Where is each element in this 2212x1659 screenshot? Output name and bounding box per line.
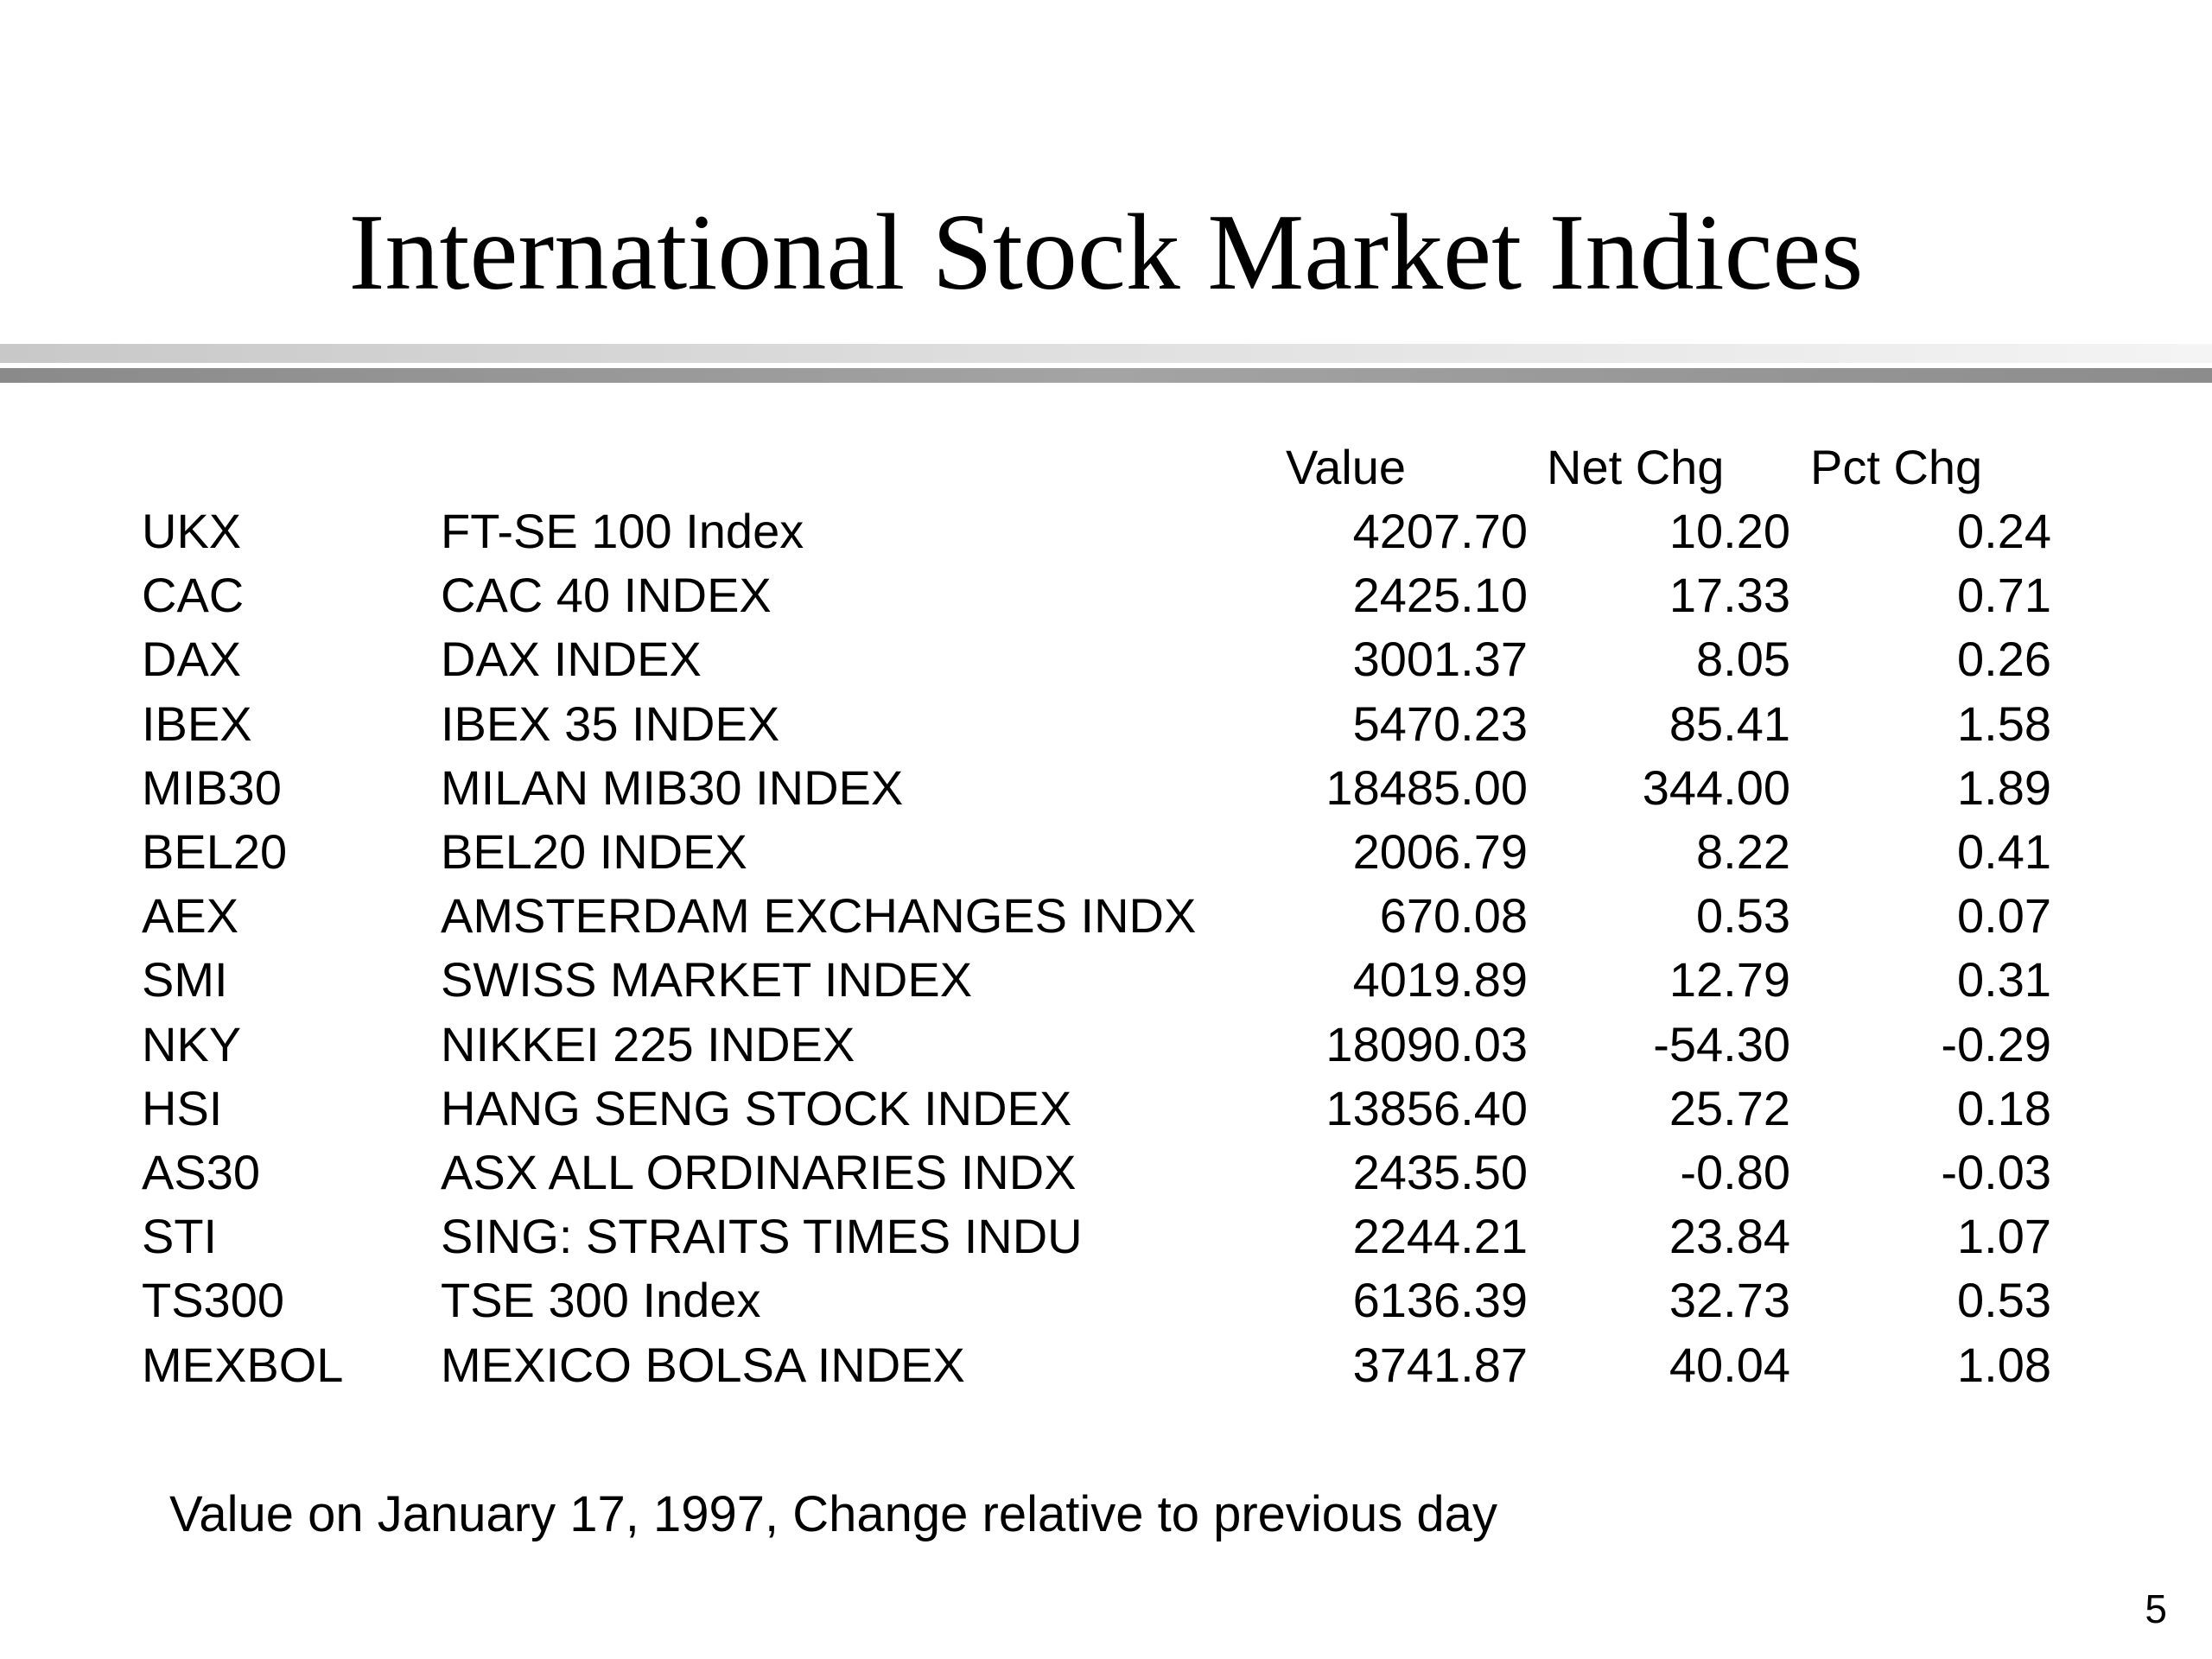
index-code: MEXBOL [142,1338,344,1392]
index-name: IBEX 35 INDEX [441,696,780,751]
index-value: 4207.70 [1352,504,1528,558]
page-number: 5 [2145,1586,2167,1631]
index-net-chg: -0.80 [1680,1145,1790,1199]
index-name: HANG SENG STOCK INDEX [441,1081,1072,1135]
index-net-chg: 10.20 [1669,504,1790,558]
index-name: TSE 300 Index [441,1273,761,1327]
header-net-chg: Net Chg [1547,440,1725,494]
index-code: AS30 [142,1145,260,1199]
index-pct-chg: 1.07 [1957,1209,2051,1263]
index-name: CAC 40 INDEX [441,568,772,622]
index-value: 2244.21 [1352,1209,1528,1263]
index-pct-chg: 0.41 [1957,824,2051,879]
index-name: SING: STRAITS TIMES INDU [441,1209,1083,1263]
header-pct-chg: Pct Chg [1810,440,1983,494]
index-name: ASX ALL ORDINARIES INDX [441,1145,1077,1199]
index-net-chg: 8.22 [1696,824,1790,879]
index-net-chg: 23.84 [1669,1209,1790,1263]
index-net-chg: -54.30 [1653,1017,1790,1071]
slide-title: International Stock Market Indices [348,193,1864,313]
index-net-chg: 344.00 [1642,760,1790,815]
index-net-chg: 25.72 [1669,1081,1790,1135]
index-pct-chg: 1.89 [1957,760,2051,815]
index-net-chg: 12.79 [1669,952,1790,1007]
index-net-chg: 0.53 [1696,888,1790,943]
index-value: 2435.50 [1352,1145,1528,1199]
index-code: MIB30 [142,760,282,815]
index-pct-chg: 0.71 [1957,568,2051,622]
index-net-chg: 8.05 [1696,632,1790,686]
index-net-chg: 40.04 [1669,1338,1790,1392]
index-code: AEX [142,888,239,943]
index-code: NKY [142,1017,242,1071]
index-pct-chg: 0.07 [1957,888,2051,943]
title-rule-light [0,344,2212,363]
index-code: BEL20 [142,824,288,879]
index-code: IBEX [142,696,252,751]
index-name: MILAN MIB30 INDEX [441,760,904,815]
index-value: 13856.40 [1325,1081,1528,1135]
index-code: HSI [142,1081,223,1135]
index-value: 3001.37 [1352,632,1528,686]
index-code: TS300 [142,1273,284,1327]
index-pct-chg: -0.29 [1941,1017,2051,1071]
index-pct-chg: 0.24 [1957,504,2051,558]
index-value: 670.08 [1379,888,1528,943]
index-name: AMSTERDAM EXCHANGES INDX [441,888,1197,943]
index-value: 2006.79 [1352,824,1528,879]
index-net-chg: 17.33 [1669,568,1790,622]
index-pct-chg: 0.18 [1957,1081,2051,1135]
footnote: Value on January 17, 1997, Change relati… [169,1486,1497,1542]
index-code: STI [142,1209,218,1263]
index-value: 4019.89 [1352,952,1528,1007]
index-net-chg: 85.41 [1669,696,1790,751]
index-pct-chg: 1.58 [1957,696,2051,751]
index-code: SMI [142,952,228,1007]
index-pct-chg: 1.08 [1957,1338,2051,1392]
index-name: SWISS MARKET INDEX [441,952,973,1007]
index-net-chg: 32.73 [1669,1273,1790,1327]
index-code: DAX [142,632,242,686]
title-rule-dark [0,368,2212,383]
index-value: 5470.23 [1352,696,1528,751]
index-name: NIKKEI 225 INDEX [441,1017,855,1071]
index-pct-chg: 0.26 [1957,632,2051,686]
index-pct-chg: 0.31 [1957,952,2051,1007]
index-name: MEXICO BOLSA INDEX [441,1338,965,1392]
index-code: UKX [142,504,242,558]
index-value: 6136.39 [1352,1273,1528,1327]
index-name: FT-SE 100 Index [441,504,804,558]
index-pct-chg: 0.53 [1957,1273,2051,1327]
index-code: CAC [142,568,245,622]
index-name: BEL20 INDEX [441,824,747,879]
index-value: 2425.10 [1352,568,1528,622]
index-pct-chg: -0.03 [1941,1145,2051,1199]
index-value: 3741.87 [1352,1338,1528,1392]
index-value: 18485.00 [1325,760,1528,815]
index-name: DAX INDEX [441,632,702,686]
header-value: Value [1286,440,1407,494]
index-value: 18090.03 [1325,1017,1528,1071]
